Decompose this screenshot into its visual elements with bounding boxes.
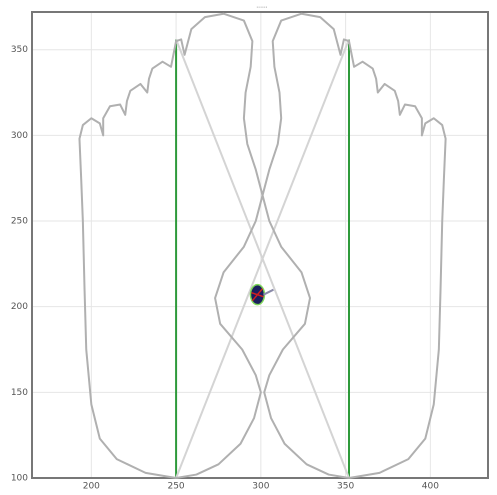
x-tick-label: 250 [167,482,184,492]
x-tick-label: 400 [422,482,439,492]
x-tick-label: 300 [252,482,269,492]
y-tick-label: 250 [11,217,28,227]
page: ...... 200 250 300 350 400 100 150 200 250 300 350… [0,0,497,495]
chart-title: ...... [256,3,268,10]
y-tick-label: 300 [11,131,28,141]
chart: ...... 200 250 300 350 400 100 150 200 250 300 350 [0,0,497,491]
line [79,14,262,478]
y-tick-label: 100 [11,474,28,484]
y-tick-label: 200 [11,302,28,312]
x-tick-label: 350 [337,482,354,492]
plot-frame [32,12,488,478]
x-tick-label: 200 [83,482,100,492]
y-tick-label: 350 [11,45,28,55]
line [263,14,446,478]
y-tick-label: 150 [11,388,28,398]
